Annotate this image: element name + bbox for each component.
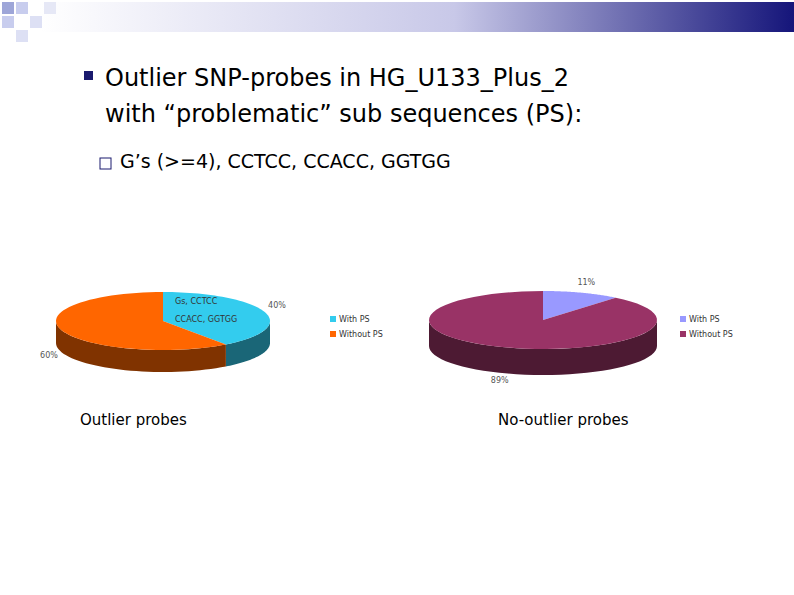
annotation: Gs, CCTCC [175, 297, 218, 306]
legend-swatch [330, 316, 336, 322]
legend-swatch [680, 331, 686, 337]
chart-caption: No-outlier probes [498, 411, 629, 429]
chart-caption: Outlier probes [80, 411, 187, 429]
top-bar [40, 2, 794, 32]
bullet-mark [84, 71, 93, 80]
data-label: 89% [491, 376, 509, 385]
legend-swatch [680, 316, 686, 322]
pie-slice [429, 291, 657, 349]
title-line: Outlier SNP-probes in HG_U133_Plus_2 [105, 64, 569, 92]
deco-square [44, 2, 56, 14]
title-line: with “problematic” sub sequences (PS): [105, 100, 582, 128]
deco-square [16, 30, 28, 42]
data-label: 11% [577, 278, 595, 287]
deco-square [30, 16, 42, 28]
legend-label: With PS [339, 315, 370, 324]
data-label: 40% [268, 301, 286, 310]
pie-chart: 11% 89% With PS Without PS No-outlier probes [429, 278, 733, 429]
deco-square [16, 2, 28, 14]
legend-label: With PS [689, 315, 720, 324]
legend-swatch [330, 331, 336, 337]
sub-bullet-mark [100, 158, 111, 169]
pie-chart: 40% 60% Gs, CCTCC CCACC, GGTGG With PS Withou… [40, 292, 383, 429]
bullet-text: G’s (>=4), CCTCC, CCACC, GGTGG [120, 150, 451, 172]
annotation: CCACC, GGTGG [175, 315, 237, 324]
deco-square [2, 2, 14, 14]
slide: Outlier SNP-probes in HG_U133_Plus_2with… [0, 0, 794, 595]
deco-square [2, 16, 14, 28]
data-label: 60% [40, 351, 58, 360]
legend-label: Without PS [689, 330, 733, 339]
legend-label: Without PS [339, 330, 383, 339]
